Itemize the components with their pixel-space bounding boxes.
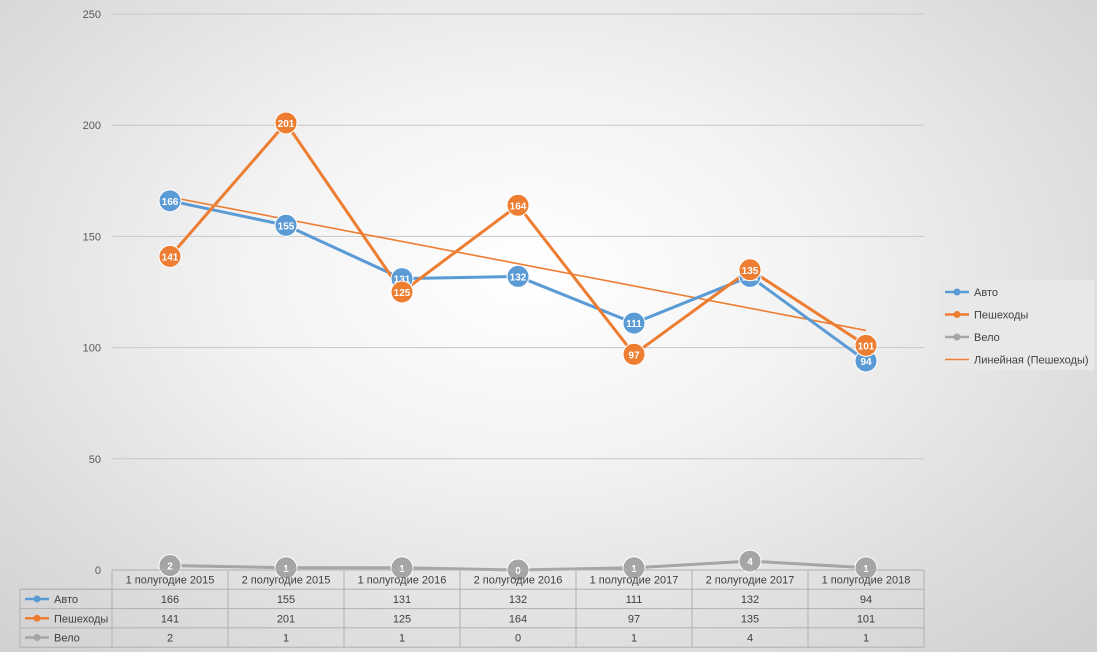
table-series-name: Авто (54, 594, 78, 606)
legend-label: Пешеходы (974, 310, 1028, 322)
table-cell: 201 (277, 613, 295, 625)
data-label: 1 (631, 564, 637, 575)
data-label: 111 (626, 319, 642, 330)
table-cell: 132 (509, 594, 527, 606)
data-label: 94 (860, 357, 872, 368)
table-cell: 131 (393, 594, 411, 606)
data-point (274, 213, 298, 237)
x-category-label: 1 полугодие 2018 (822, 575, 911, 587)
data-label: 0 (515, 566, 521, 577)
legend-label: Авто (974, 287, 998, 299)
data-label: 164 (510, 201, 527, 212)
data-label: 4 (747, 557, 753, 568)
data-label: 1 (283, 564, 289, 575)
data-label: 125 (394, 288, 411, 299)
data-label: 141 (162, 252, 179, 263)
table-cell: 97 (628, 613, 640, 625)
table-cell: 1 (283, 633, 289, 645)
data-point (622, 556, 646, 580)
data-point (622, 342, 646, 366)
data-point (158, 189, 182, 213)
data-point (854, 556, 878, 580)
table-legend-marker (33, 614, 41, 622)
y-axis: 0 50 100 150 200 250 (83, 9, 101, 577)
data-label: 101 (858, 341, 875, 352)
data-label: 1 (863, 564, 869, 575)
data-point (506, 264, 530, 288)
x-category-label: 1 полугодие 2016 (358, 575, 447, 587)
table-series-name: Пешеходы (54, 613, 108, 625)
data-point (854, 333, 878, 357)
data-point (158, 554, 182, 578)
table-legend-marker (33, 634, 41, 642)
data-point (738, 258, 762, 282)
data-label: 1 (399, 564, 405, 575)
table-cell: 164 (509, 613, 527, 625)
table-cell: 4 (747, 633, 753, 645)
table-cell: 155 (277, 594, 295, 606)
gridlines (112, 13, 924, 571)
table-cell: 1 (863, 633, 869, 645)
y-tick-label: 250 (83, 9, 101, 21)
trendline-пешеходы (169, 196, 867, 332)
table-cell: 132 (741, 594, 759, 606)
data-point (274, 111, 298, 135)
table-cell: 141 (161, 613, 179, 625)
legend-label: Линейная (Пешеходы) (974, 355, 1089, 367)
table-cell: 135 (741, 613, 759, 625)
table-cell: 166 (161, 594, 179, 606)
table-cell: 2 (167, 633, 173, 645)
data-point (390, 556, 414, 580)
x-category-label: 2 полугодие 2016 (474, 575, 563, 587)
series-line-1 (168, 121, 867, 356)
data-label: 155 (278, 221, 295, 232)
data-point (274, 556, 298, 580)
data-point (390, 280, 414, 304)
data-label: 132 (510, 272, 527, 283)
legend-box (939, 280, 1094, 370)
x-category-label: 1 полугодие 2017 (590, 575, 679, 587)
data-point (506, 193, 530, 217)
table-cell: 111 (626, 594, 643, 606)
x-category-label: 1 полугодие 2015 (126, 575, 215, 587)
table-cell: 94 (860, 594, 872, 606)
data-label: 135 (742, 266, 759, 277)
table-cell: 1 (399, 633, 405, 645)
y-tick-label: 100 (83, 343, 101, 355)
legend-marker (953, 288, 961, 296)
data-label: 131 (394, 275, 411, 286)
data-point (738, 549, 762, 573)
legend-label: Вело (974, 332, 1000, 344)
data-label: 2 (167, 562, 173, 573)
legend-marker (953, 311, 961, 318)
y-tick-label: 150 (83, 231, 101, 243)
data-table: 1 полугодие 2015 2 полугодие 2015 1 полуго… (19, 569, 925, 648)
y-tick-label: 0 (95, 565, 101, 577)
table-cell: 0 (515, 633, 521, 645)
data-label: 166 (162, 197, 179, 208)
data-label: 97 (628, 350, 640, 361)
x-category-label: 2 полугодие 2017 (706, 575, 795, 587)
y-tick-label: 200 (83, 120, 101, 132)
series-layer: 1661551311321111329414120112516497135101… (158, 111, 878, 582)
table-cell: 101 (857, 613, 875, 625)
legend-marker (953, 333, 961, 341)
table-legend-marker (33, 595, 41, 603)
x-category-label: 2 полугодие 2015 (242, 575, 331, 587)
data-label: 201 (278, 119, 295, 130)
data-point (158, 244, 182, 268)
table-series-name: Вело (54, 633, 80, 645)
table-cell: 125 (393, 613, 411, 625)
y-tick-label: 50 (89, 454, 101, 466)
legend: Авто Пешеходы Вело Линейная (Пешеходы) (939, 280, 1094, 370)
data-point (622, 311, 646, 335)
table-cell: 1 (631, 633, 637, 645)
trendline-layer (169, 196, 867, 332)
